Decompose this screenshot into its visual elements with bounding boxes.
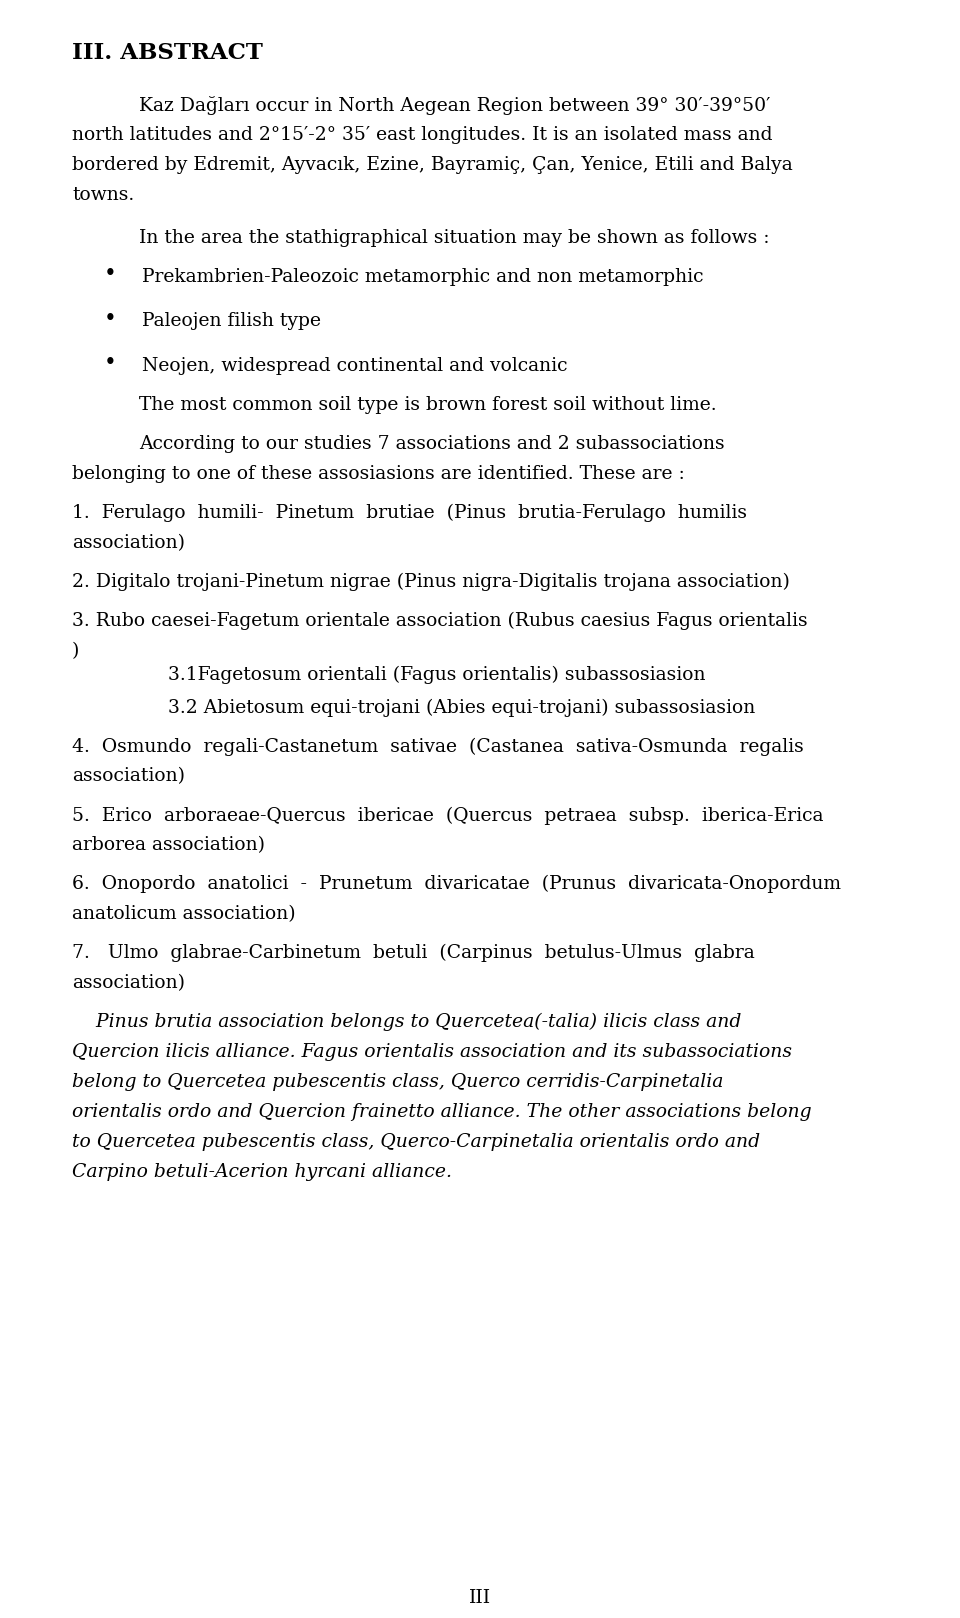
Text: 1.  Ferulago  humili-  Pinetum  brutiae  (Pinus  brutia-Ferulago  humilis: 1. Ferulago humili- Pinetum brutiae (Pin…	[72, 503, 747, 523]
Text: According to our studies 7 associations and 2 subassociations: According to our studies 7 associations …	[139, 435, 725, 453]
Text: Kaz Dağları occur in North Aegean Region between 39° 30′-39°50′: Kaz Dağları occur in North Aegean Region…	[139, 95, 771, 115]
Text: Quercion ilicis alliance. Fagus orientalis association and its subassociations: Quercion ilicis alliance. Fagus oriental…	[72, 1042, 792, 1061]
Text: Paleojen filish type: Paleojen filish type	[142, 312, 321, 330]
Text: •: •	[104, 262, 116, 285]
Text: anatolicum association): anatolicum association)	[72, 904, 296, 924]
Text: to Quercetea pubescentis class, Querco-Carpinetalia orientalis ordo and: to Quercetea pubescentis class, Querco-C…	[72, 1133, 760, 1150]
Text: bordered by Edremit, Ayvacık, Ezine, Bayramiç, Çan, Yenice, Etili and Balya: bordered by Edremit, Ayvacık, Ezine, Bay…	[72, 155, 793, 173]
Text: III: III	[468, 1589, 492, 1607]
Text: association): association)	[72, 534, 185, 552]
Text: •: •	[104, 307, 116, 330]
Text: 2. Digitalo trojani-Pinetum nigrae (Pinus nigra-Digitalis trojana association): 2. Digitalo trojani-Pinetum nigrae (Pinu…	[72, 573, 790, 591]
Text: arborea association): arborea association)	[72, 837, 265, 854]
Text: association): association)	[72, 767, 185, 785]
Text: Prekambrien-Paleozoic metamorphic and non metamorphic: Prekambrien-Paleozoic metamorphic and no…	[142, 267, 704, 285]
Text: 3.1Fagetosum orientali (Fagus orientalis) subassosiasion: 3.1Fagetosum orientali (Fagus orientalis…	[168, 665, 706, 684]
Text: north latitudes and 2°15′-2° 35′ east longitudes. It is an isolated mass and: north latitudes and 2°15′-2° 35′ east lo…	[72, 126, 773, 144]
Text: orientalis ordo and Quercion frainetto alliance. The other associations belong: orientalis ordo and Quercion frainetto a…	[72, 1102, 811, 1121]
Text: III. ABSTRACT: III. ABSTRACT	[72, 42, 263, 65]
Text: ): )	[72, 642, 80, 660]
Text: In the area the stathigraphical situation may be shown as follows :: In the area the stathigraphical situatio…	[139, 228, 770, 246]
Text: Neojen, widespread continental and volcanic: Neojen, widespread continental and volca…	[142, 358, 567, 375]
Text: towns.: towns.	[72, 186, 134, 204]
Text: belong to Quercetea pubescentis class, Querco cerridis-Carpinetalia: belong to Quercetea pubescentis class, Q…	[72, 1073, 724, 1091]
Text: 3.2 Abietosum equi-trojani (Abies equi-trojani) subassosiasion: 3.2 Abietosum equi-trojani (Abies equi-t…	[168, 699, 756, 717]
Text: association): association)	[72, 974, 185, 992]
Text: 3. Rubo caesei-Fagetum orientale association (Rubus caesius Fagus orientalis: 3. Rubo caesei-Fagetum orientale associa…	[72, 612, 807, 629]
Text: belonging to one of these assosiasions are identified. These are :: belonging to one of these assosiasions a…	[72, 464, 684, 484]
Text: •: •	[104, 353, 116, 374]
Text: 4.  Osmundo  regali-Castanetum  sativae  (Castanea  sativa-Osmunda  regalis: 4. Osmundo regali-Castanetum sativae (Ca…	[72, 738, 804, 756]
Text: 7.   Ulmo  glabrae-Carbinetum  betuli  (Carpinus  betulus-Ulmus  glabra: 7. Ulmo glabrae-Carbinetum betuli (Carpi…	[72, 943, 755, 963]
Text: Carpino betuli-Acerion hyrcani alliance.: Carpino betuli-Acerion hyrcani alliance.	[72, 1162, 452, 1181]
Text: The most common soil type is brown forest soil without lime.: The most common soil type is brown fores…	[139, 396, 717, 414]
Text: Pinus brutia association belongs to Quercetea(-talia) ilicis class and: Pinus brutia association belongs to Quer…	[72, 1013, 741, 1031]
Text: 6.  Onopordo  anatolici  -  Prunetum  divaricatae  (Prunus  divaricata-Onopordum: 6. Onopordo anatolici - Prunetum divaric…	[72, 875, 841, 893]
Text: 5.  Erico  arboraeae-Quercus  ibericae  (Quercus  petraea  subsp.  iberica-Erica: 5. Erico arboraeae-Quercus ibericae (Que…	[72, 806, 824, 825]
